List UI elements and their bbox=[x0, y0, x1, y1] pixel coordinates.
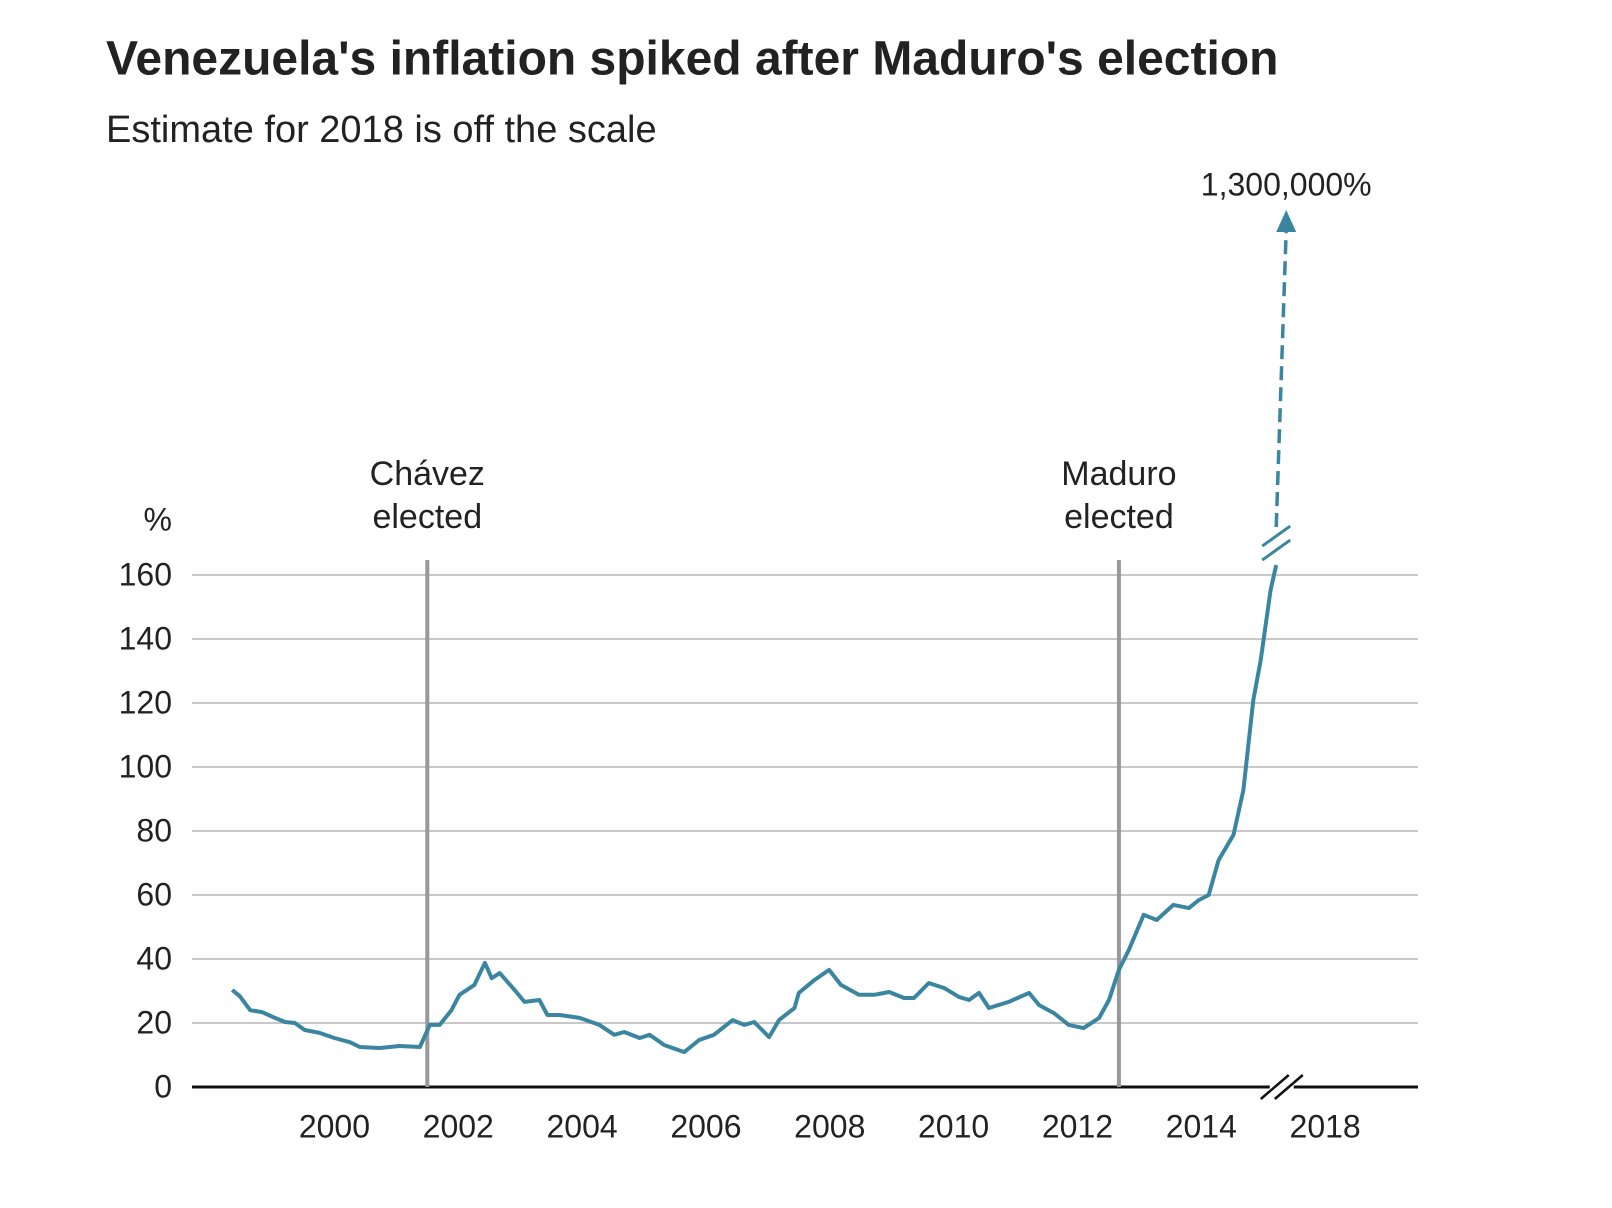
event-label: Chávez bbox=[370, 455, 485, 493]
y-tick-label: 20 bbox=[136, 1004, 172, 1040]
x-tick-label: 2002 bbox=[423, 1108, 494, 1144]
y-tick-label: 80 bbox=[136, 812, 172, 848]
axis-break-mark bbox=[1259, 1074, 1290, 1100]
x-tick-label: 2014 bbox=[1166, 1108, 1237, 1144]
y-tick-label: 160 bbox=[119, 556, 172, 592]
axis-break-gap bbox=[1269, 1081, 1294, 1093]
event-label: Maduro bbox=[1061, 455, 1176, 493]
x-tick-label: 2008 bbox=[794, 1108, 865, 1144]
x-tick-label: 2000 bbox=[299, 1108, 370, 1144]
chart-subtitle: Estimate for 2018 is off the scale bbox=[106, 109, 657, 151]
x-tick-label: 2010 bbox=[918, 1108, 989, 1144]
y-tick-label: 0 bbox=[154, 1068, 172, 1104]
estimate-label: 1,300,000% bbox=[1201, 166, 1372, 202]
x-tick-label: 2004 bbox=[546, 1108, 617, 1144]
y-axis-label: % bbox=[144, 501, 172, 537]
line-break-mark bbox=[1261, 524, 1292, 548]
event-label: elected bbox=[372, 498, 482, 536]
chart-title: Venezuela's inflation spiked after Madur… bbox=[106, 33, 1278, 86]
y-tick-label: 120 bbox=[119, 684, 172, 720]
x-tick-label: 2012 bbox=[1042, 1108, 1113, 1144]
estimate-arrow bbox=[1274, 229, 1288, 528]
series-line bbox=[230, 564, 1279, 1055]
x-tick-label: 2006 bbox=[670, 1108, 741, 1144]
estimate-arrowhead bbox=[1276, 210, 1297, 232]
y-tick-label: 40 bbox=[136, 940, 172, 976]
event-label: elected bbox=[1064, 498, 1174, 536]
y-tick-label: 60 bbox=[136, 876, 172, 912]
y-tick-label: 140 bbox=[119, 620, 172, 656]
axis-break-mark bbox=[1273, 1074, 1304, 1100]
line-break-mark bbox=[1261, 538, 1292, 562]
y-tick-label: 100 bbox=[119, 748, 172, 784]
x-tick-label: 2018 bbox=[1290, 1108, 1361, 1144]
